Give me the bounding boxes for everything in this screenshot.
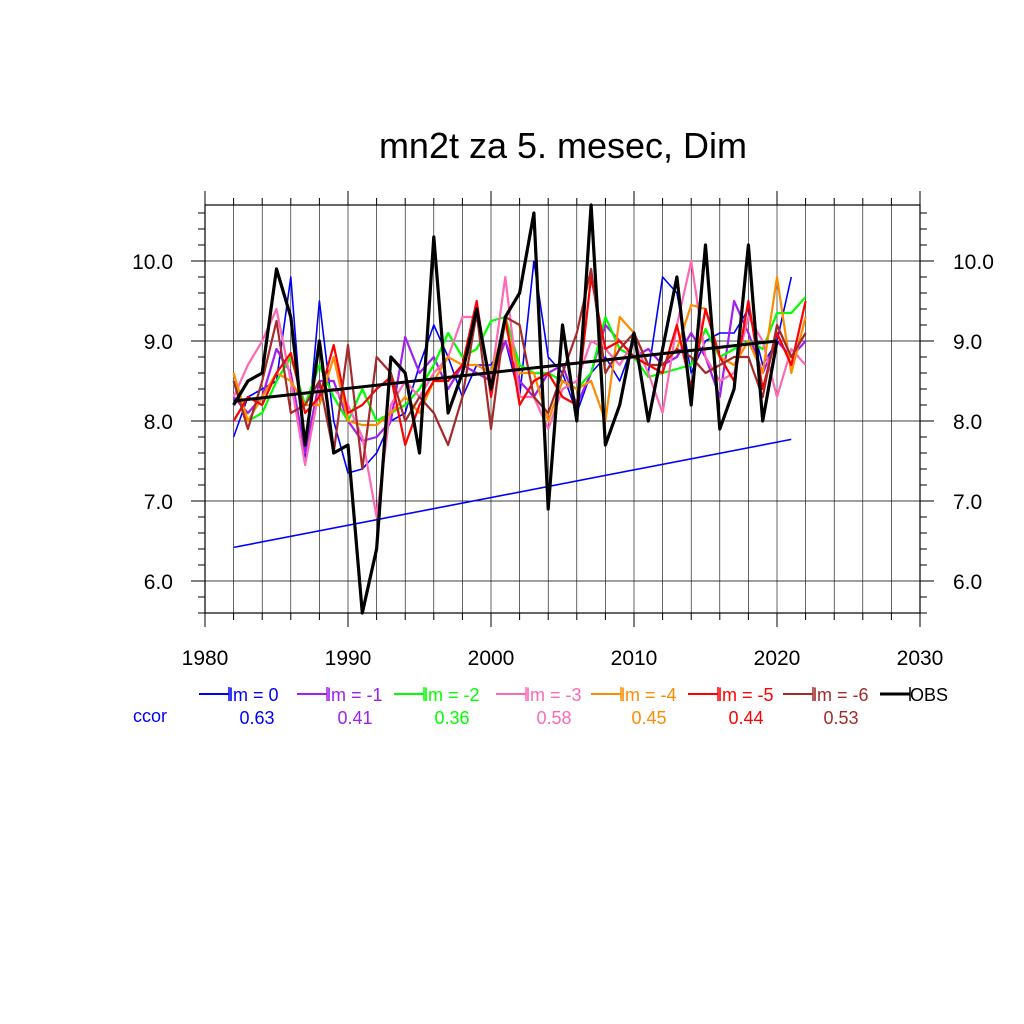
series-line-lm-2 bbox=[232, 296, 807, 423]
y-tick-label-left: 10.0 bbox=[132, 251, 173, 274]
y-tick-label-right: 7.0 bbox=[953, 491, 982, 514]
legend-label: OBS bbox=[910, 685, 948, 705]
grid bbox=[205, 205, 920, 613]
series-line-lm-6 bbox=[232, 267, 807, 471]
trend-line-lm-0 bbox=[233, 438, 792, 549]
legend-ccor-value: 0.36 bbox=[434, 708, 469, 728]
legend-ccor-value: 0.58 bbox=[536, 708, 571, 728]
legend: ccor lm = 0 0.63 lm = -1 0.41 lm = -2 0.36 lm =… bbox=[133, 685, 948, 728]
ccor-label: ccor bbox=[133, 706, 167, 726]
plot-frame bbox=[204, 204, 921, 614]
y-tick-label-left: 7.0 bbox=[144, 491, 173, 514]
y-tick-label-right: 9.0 bbox=[953, 331, 982, 354]
legend-label: lm = -1 bbox=[327, 685, 383, 705]
legend-label: lm = -4 bbox=[621, 685, 677, 705]
legend-ccor-value: 0.41 bbox=[337, 708, 372, 728]
y-tick-label-left: 6.0 bbox=[144, 571, 173, 594]
trend-line-obs bbox=[233, 339, 778, 403]
legend-ccor-value: 0.63 bbox=[239, 708, 274, 728]
y-tick-label-right: 8.0 bbox=[953, 411, 982, 434]
legend-ccor-value: 0.45 bbox=[631, 708, 666, 728]
legend-label: lm = -5 bbox=[718, 685, 774, 705]
x-tick-label: 2010 bbox=[611, 647, 658, 670]
legend-label: lm = 0 bbox=[229, 685, 279, 705]
x-tick-label: 2020 bbox=[754, 647, 801, 670]
y-tick-label-right: 10.0 bbox=[953, 251, 994, 274]
trend-lines bbox=[233, 438, 792, 549]
legend-ccor-value: 0.53 bbox=[823, 708, 858, 728]
x-tick-label: 1980 bbox=[182, 647, 229, 670]
series-lines bbox=[232, 203, 807, 615]
chart-title: mn2t za 5. mesec, Dim bbox=[379, 125, 747, 166]
axis-ticks bbox=[191, 191, 934, 627]
x-tick-label: 2000 bbox=[468, 647, 515, 670]
series-line-obs bbox=[232, 203, 779, 615]
y-tick-label-right: 6.0 bbox=[953, 571, 982, 594]
x-tick-label: 2030 bbox=[897, 647, 944, 670]
legend-label: lm = -3 bbox=[526, 685, 582, 705]
legend-ccor-value: 0.44 bbox=[728, 708, 763, 728]
legend-label: lm = -6 bbox=[813, 685, 869, 705]
x-tick-label: 1990 bbox=[325, 647, 372, 670]
axis-labels: 1980 1990 2000 2010 2020 2030 6.0 6.0 7.0 7.0 8.0 8… bbox=[132, 251, 994, 670]
y-tick-label-left: 9.0 bbox=[144, 331, 173, 354]
y-tick-label-left: 8.0 bbox=[144, 411, 173, 434]
legend-label: lm = -2 bbox=[424, 685, 480, 705]
